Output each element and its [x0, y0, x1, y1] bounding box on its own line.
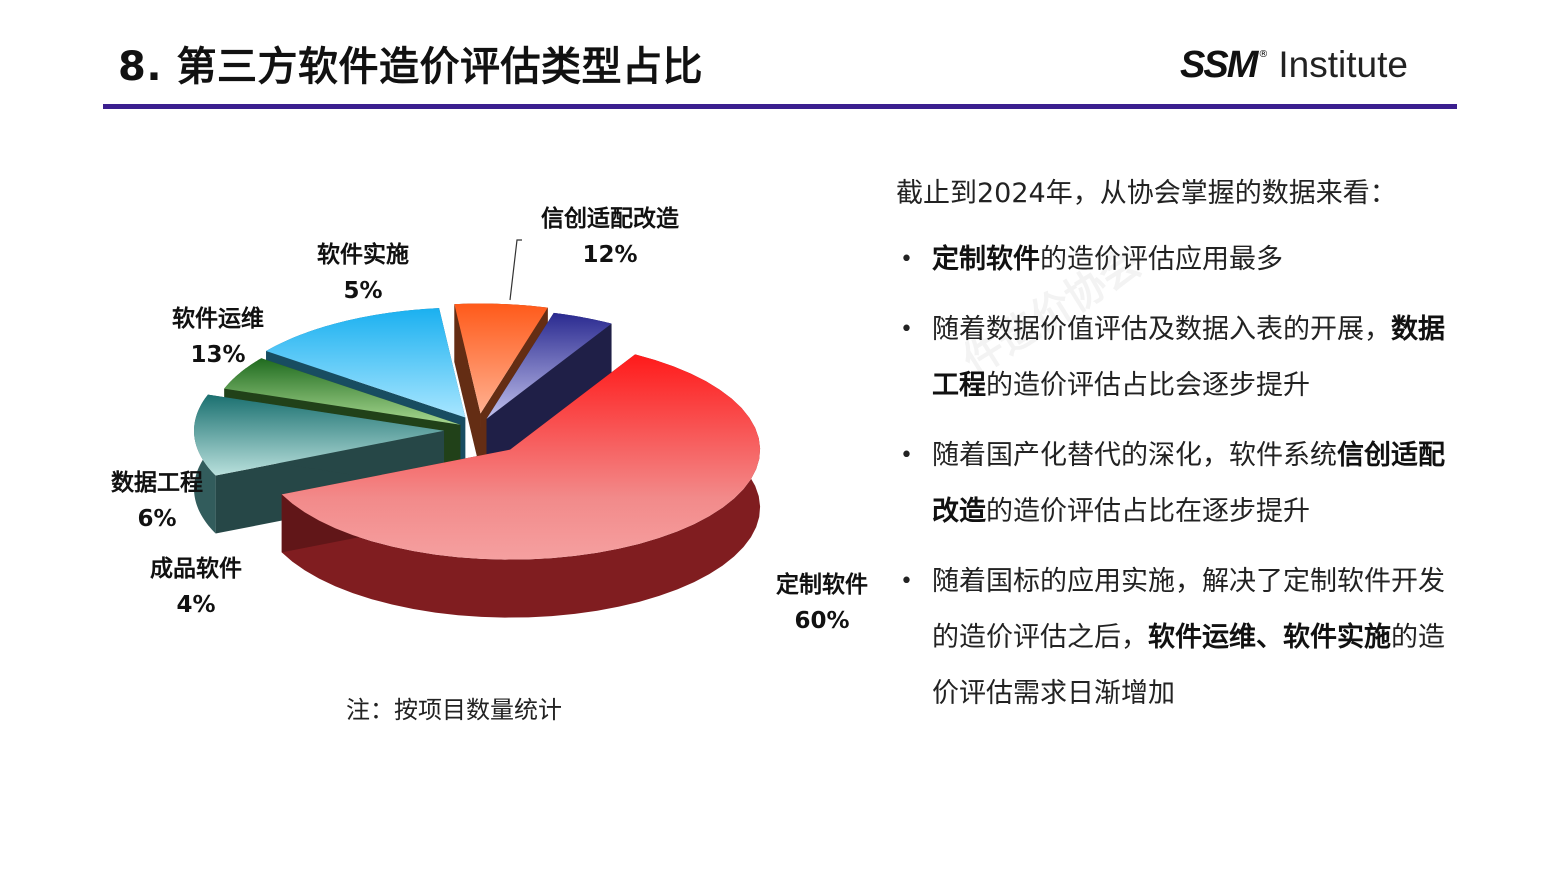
pie-slice-成品软件: [486, 312, 612, 419]
bullet-dot: •: [900, 443, 913, 468]
slice-category-label: 成品软件: [150, 555, 242, 582]
slice-category-label: 定制软件: [776, 571, 868, 598]
finding-text: 随着国标的应用实施，解决了定制软件开发的造价评估之后，: [932, 566, 1445, 653]
slice-percent-label: 4%: [176, 592, 215, 618]
finding-emphasis: 信创适配改造: [932, 440, 1445, 527]
logo-mark: SSM: [1180, 43, 1258, 86]
finding-text: 的造价评估应用最多: [1040, 244, 1283, 275]
finding-text: 的造价评估占比在逐步提升: [986, 496, 1310, 527]
finding-emphasis: 定制软件: [932, 244, 1040, 275]
pie-slice-信创适配改造: [194, 394, 445, 476]
pie-slice-软件实施: [224, 358, 461, 425]
leader-line: [509, 239, 522, 301]
slice-percent-label: 13%: [190, 342, 245, 368]
findings-list: • 定制软件的造价评估应用最多 • 随着数据价值评估及数据入表的开展，数据工程的…: [896, 232, 1456, 722]
finding-item: • 随着国产化替代的深化，软件系统信创适配改造的造价评估占比在逐步提升: [896, 428, 1456, 540]
pie-slice-软件运维: [266, 308, 466, 418]
finding-text: 随着数据价值评估及数据入表的开展，: [932, 314, 1391, 345]
findings-intro: 截止到2024年，从协会掌握的数据来看：: [896, 178, 1397, 209]
bullet-dot: •: [900, 317, 913, 342]
finding-item: • 定制软件的造价评估应用最多: [896, 232, 1456, 288]
slice-percent-label: 6%: [137, 506, 176, 532]
finding-item: • 随着数据价值评估及数据入表的开展，数据工程的造价评估占比会逐步提升: [896, 302, 1456, 414]
title-divider: [103, 104, 1457, 109]
slice-percent-label: 60%: [794, 608, 849, 634]
finding-emphasis: 软件运维、软件实施: [1148, 622, 1391, 653]
slice-category-label: 软件实施: [317, 241, 409, 268]
slice-percent-label: 12%: [582, 242, 637, 268]
finding-text: 的造价评估占比会逐步提升: [986, 370, 1310, 401]
page-title: 8. 第三方软件造价评估类型占比: [118, 44, 703, 90]
finding-text: 随着国产化替代的深化，软件系统: [932, 440, 1337, 471]
slice-category-label: 信创适配改造: [541, 205, 680, 232]
pie-slice-定制软件: [281, 354, 761, 560]
logo-text: Institute: [1278, 44, 1408, 85]
bullet-dot: •: [900, 247, 913, 272]
pie-slice-edge: [454, 304, 481, 472]
slice-category-label: 数据工程: [111, 470, 203, 496]
pie-chart: 定制软件 60% 信创适配改造 12% 软件实施 5% 软件运维 13% 数据工程 6% 成品软件 4…: [111, 205, 868, 634]
pie-slice-数据工程: [454, 303, 548, 414]
logo-registered-mark: ®: [1258, 48, 1269, 60]
pie-slice-edge: [486, 323, 612, 477]
finding-text: 的造价评估需求日渐增加: [932, 622, 1445, 709]
findings-panel: 截止到2024年，从协会掌握的数据来看： • 定制软件的造价评估应用最多 • 随…: [896, 174, 1456, 736]
slice-category-label: 软件运维: [172, 305, 264, 332]
pie-slice-side: [281, 354, 761, 618]
bullet-dot: •: [900, 569, 913, 594]
finding-emphasis: 数据工程: [932, 314, 1445, 401]
finding-item: • 随着国标的应用实施，解决了定制软件开发的造价评估之后，软件运维、软件实施的造…: [896, 554, 1456, 722]
ssm-institute-logo: SSM ® Institute: [1180, 40, 1408, 90]
slice-percent-label: 5%: [343, 278, 382, 304]
chart-footnote: 注：按项目数量统计: [346, 696, 562, 724]
